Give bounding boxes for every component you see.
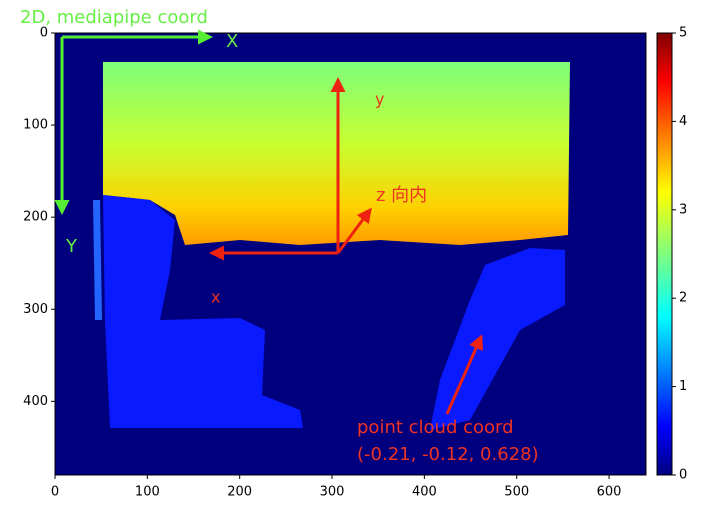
x-tick-label: 300 — [320, 485, 345, 500]
annotation: (-0.21, -0.12, 0.628) — [357, 444, 539, 465]
colorbar-tick-label: 1 — [679, 379, 687, 394]
annotation: point cloud coord — [357, 417, 514, 438]
annotation: 2D, mediapipe coord — [20, 7, 208, 28]
annotation: z 向内 — [376, 185, 427, 206]
x-tick-label: 200 — [227, 485, 252, 500]
x-tick-label: 400 — [412, 485, 437, 500]
depth-image — [55, 33, 646, 475]
x-tick-label: 600 — [597, 485, 622, 500]
colorbar-tick-label: 4 — [679, 114, 687, 129]
annotation: y — [375, 90, 384, 109]
colorbar-tick-label: 3 — [679, 202, 687, 217]
annotation: Y — [65, 236, 78, 257]
y-tick-label: 300 — [23, 302, 48, 317]
x-tick-label: 100 — [135, 485, 160, 500]
annotation: X — [226, 31, 238, 52]
annotation: x — [211, 288, 220, 307]
y-tick-label: 100 — [23, 118, 48, 133]
colorbar — [656, 32, 673, 476]
y-tick-label: 0 — [40, 26, 48, 41]
annotation-arrows — [54, 29, 484, 415]
x-tick-label: 500 — [504, 485, 529, 500]
y-tick-label: 200 — [23, 210, 48, 225]
colorbar-tick-label: 5 — [679, 26, 687, 41]
colorbar-tick-label: 2 — [679, 291, 687, 306]
x-tick-label: 0 — [51, 485, 59, 500]
y-tick-label: 400 — [23, 394, 48, 409]
plot-frame — [54, 32, 647, 476]
colorbar-tick-label: 0 — [679, 468, 687, 483]
